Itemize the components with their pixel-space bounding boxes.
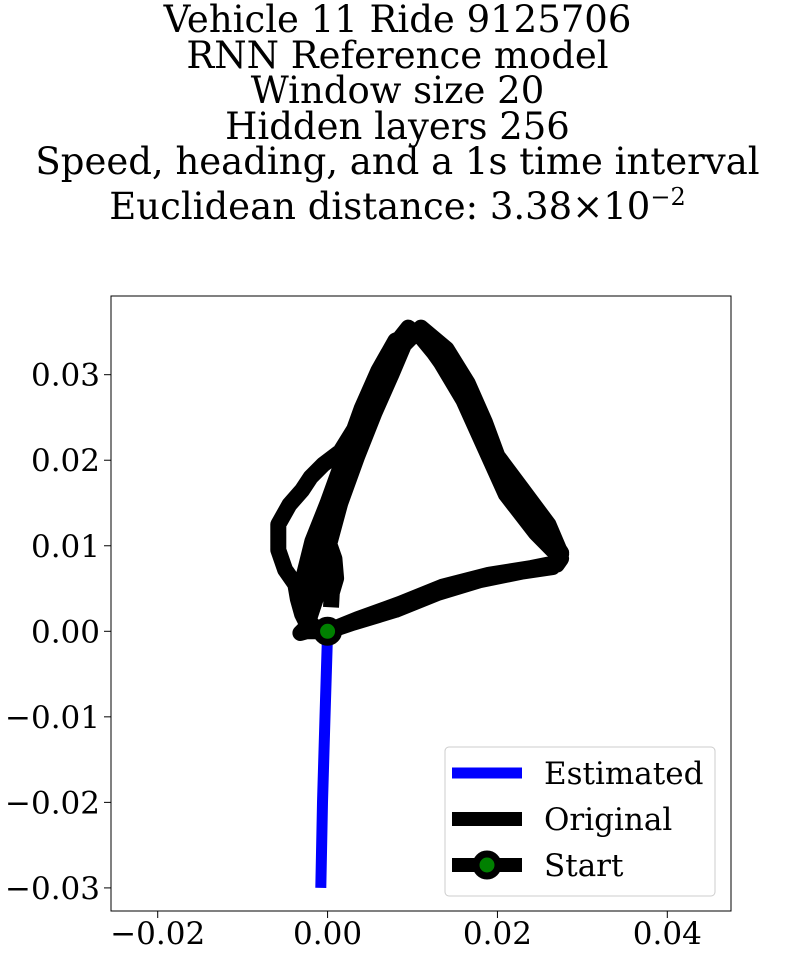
y-tick-label: 0.03	[31, 358, 100, 394]
title-line-hidden: Hidden layers 256	[225, 104, 570, 148]
legend-start-marker	[472, 850, 502, 880]
title-line-window: Window size 20	[250, 69, 545, 112]
x-axis: −0.02 0.00 0.02 0.04	[110, 911, 702, 952]
series-layer	[270, 319, 570, 889]
legend-label-original: Original	[544, 802, 672, 838]
y-tick-label: −0.01	[5, 700, 100, 736]
metric-base: 10	[603, 184, 651, 228]
y-tick-label: 0.01	[31, 529, 100, 565]
x-tick-label: 0.04	[633, 916, 702, 952]
series-estimated-line	[315, 631, 334, 889]
title-line-vehicle: Vehicle 11 Ride 9125706	[163, 0, 632, 41]
y-tick-label: 0.00	[31, 614, 100, 650]
metric-mantissa: 3.38	[489, 184, 573, 228]
legend-label-estimated: Estimated	[544, 756, 703, 792]
title-line-metric: Euclidean distance: 3.38×10−2	[0, 180, 795, 225]
series-original-line	[270, 319, 570, 641]
chart-title: Vehicle 11 Ride 9125706 RNN Reference mo…	[0, 0, 795, 225]
y-tick-label: −0.03	[5, 871, 100, 907]
y-axis: −0.03 −0.02 −0.01 0.00 0.01 0.02 0.03	[5, 358, 111, 907]
axes-frame	[110, 295, 732, 912]
x-tick-label: −0.02	[110, 916, 205, 952]
y-tick-label: −0.02	[5, 785, 100, 821]
metric-exponent: −2	[650, 182, 686, 211]
metric-times: ×	[572, 184, 604, 228]
x-tick-label: 0.00	[293, 916, 362, 952]
start-marker	[313, 616, 343, 646]
y-tick-label: 0.02	[31, 443, 100, 479]
title-line-model: RNN Reference model	[186, 33, 609, 77]
x-tick-label: 0.02	[463, 916, 532, 952]
metric-label: Euclidean distance:	[109, 184, 490, 228]
title-line-features: Speed, heading, and a 1s time interval	[35, 140, 760, 183]
legend-label-start: Start	[544, 848, 624, 884]
legend: Estimated Original Start	[444, 746, 716, 897]
